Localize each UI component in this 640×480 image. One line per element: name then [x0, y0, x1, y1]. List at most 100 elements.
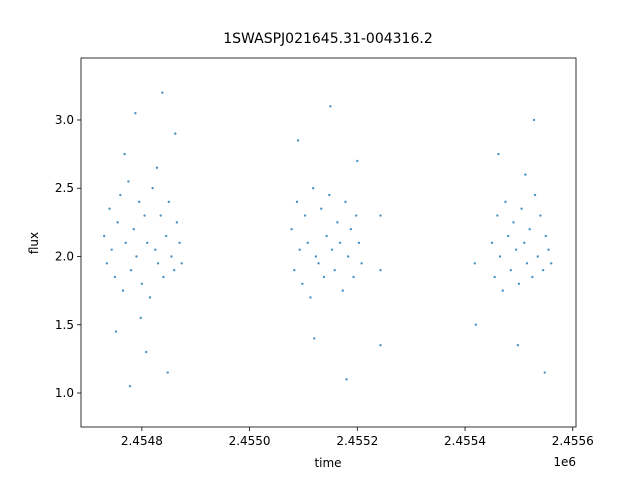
point — [105, 262, 109, 265]
chart-title: 1SWASPJ021645.31-004316.2 — [223, 31, 432, 47]
point — [344, 200, 347, 204]
point — [360, 262, 363, 265]
point — [379, 344, 382, 347]
point — [541, 268, 545, 272]
point — [333, 268, 336, 272]
point — [175, 221, 179, 224]
point — [504, 200, 507, 204]
point — [528, 227, 531, 231]
point — [338, 241, 342, 245]
point — [330, 248, 334, 251]
point — [523, 241, 526, 245]
point — [496, 214, 499, 217]
point — [140, 282, 144, 285]
point — [143, 214, 146, 217]
point — [313, 337, 316, 340]
point — [301, 282, 304, 285]
point — [509, 268, 513, 272]
point — [336, 221, 339, 224]
point — [306, 241, 309, 245]
point — [178, 241, 181, 245]
point — [180, 262, 183, 265]
point — [314, 255, 318, 258]
point — [345, 378, 348, 381]
point — [543, 371, 546, 374]
point — [533, 193, 537, 197]
point — [129, 268, 133, 272]
point — [311, 187, 315, 190]
point — [506, 234, 510, 238]
point — [317, 262, 320, 265]
point — [127, 180, 130, 183]
point — [524, 173, 527, 176]
y-tick-label: 2.0 — [55, 249, 74, 263]
point — [341, 289, 344, 292]
x-tick-label: 2.4554 — [444, 434, 486, 448]
point — [137, 200, 141, 204]
point — [355, 214, 358, 217]
point — [121, 289, 125, 292]
x-offset-label: 1e6 — [553, 455, 576, 469]
point — [322, 275, 326, 279]
point — [151, 187, 154, 190]
point — [296, 139, 300, 142]
point — [170, 255, 173, 258]
x-tick-label: 2.4548 — [121, 434, 163, 448]
point — [328, 193, 331, 197]
point — [295, 200, 299, 204]
point — [498, 255, 502, 258]
point — [544, 234, 548, 238]
x-axis-label: time — [314, 456, 341, 470]
point — [539, 214, 542, 217]
point — [497, 152, 500, 156]
y-tick-label: 1.0 — [55, 386, 74, 400]
point — [536, 255, 539, 258]
point — [531, 275, 534, 279]
point — [172, 268, 176, 272]
point — [303, 214, 307, 217]
point — [517, 282, 521, 285]
point — [525, 262, 529, 265]
point — [356, 159, 359, 163]
y-tick-label: 1.5 — [55, 318, 74, 332]
point — [146, 241, 149, 245]
point — [357, 241, 361, 245]
point — [320, 207, 323, 210]
point — [113, 275, 117, 279]
point — [501, 289, 504, 292]
point — [547, 248, 550, 251]
point — [493, 275, 496, 279]
point — [346, 255, 350, 258]
point — [124, 241, 127, 245]
point — [520, 207, 523, 210]
point — [325, 234, 328, 238]
point — [164, 234, 168, 238]
point — [290, 227, 293, 231]
point — [352, 275, 355, 279]
point — [379, 214, 382, 217]
point — [108, 207, 111, 210]
x-tick-label: 2.4552 — [336, 434, 378, 448]
plot-frame — [80, 57, 577, 428]
point — [550, 262, 553, 265]
point — [379, 268, 382, 272]
point — [515, 248, 518, 251]
point — [135, 255, 138, 258]
point — [293, 268, 296, 272]
point — [349, 227, 353, 231]
point — [167, 200, 170, 204]
point — [119, 193, 122, 197]
point — [102, 234, 106, 238]
point — [474, 323, 478, 326]
point — [512, 221, 515, 224]
point — [132, 227, 135, 231]
point — [174, 132, 177, 135]
y-axis-label: flux — [27, 232, 41, 254]
point — [161, 91, 164, 94]
point — [166, 371, 169, 374]
point — [490, 241, 494, 245]
point — [298, 248, 301, 251]
point — [154, 248, 157, 251]
point — [162, 275, 165, 279]
